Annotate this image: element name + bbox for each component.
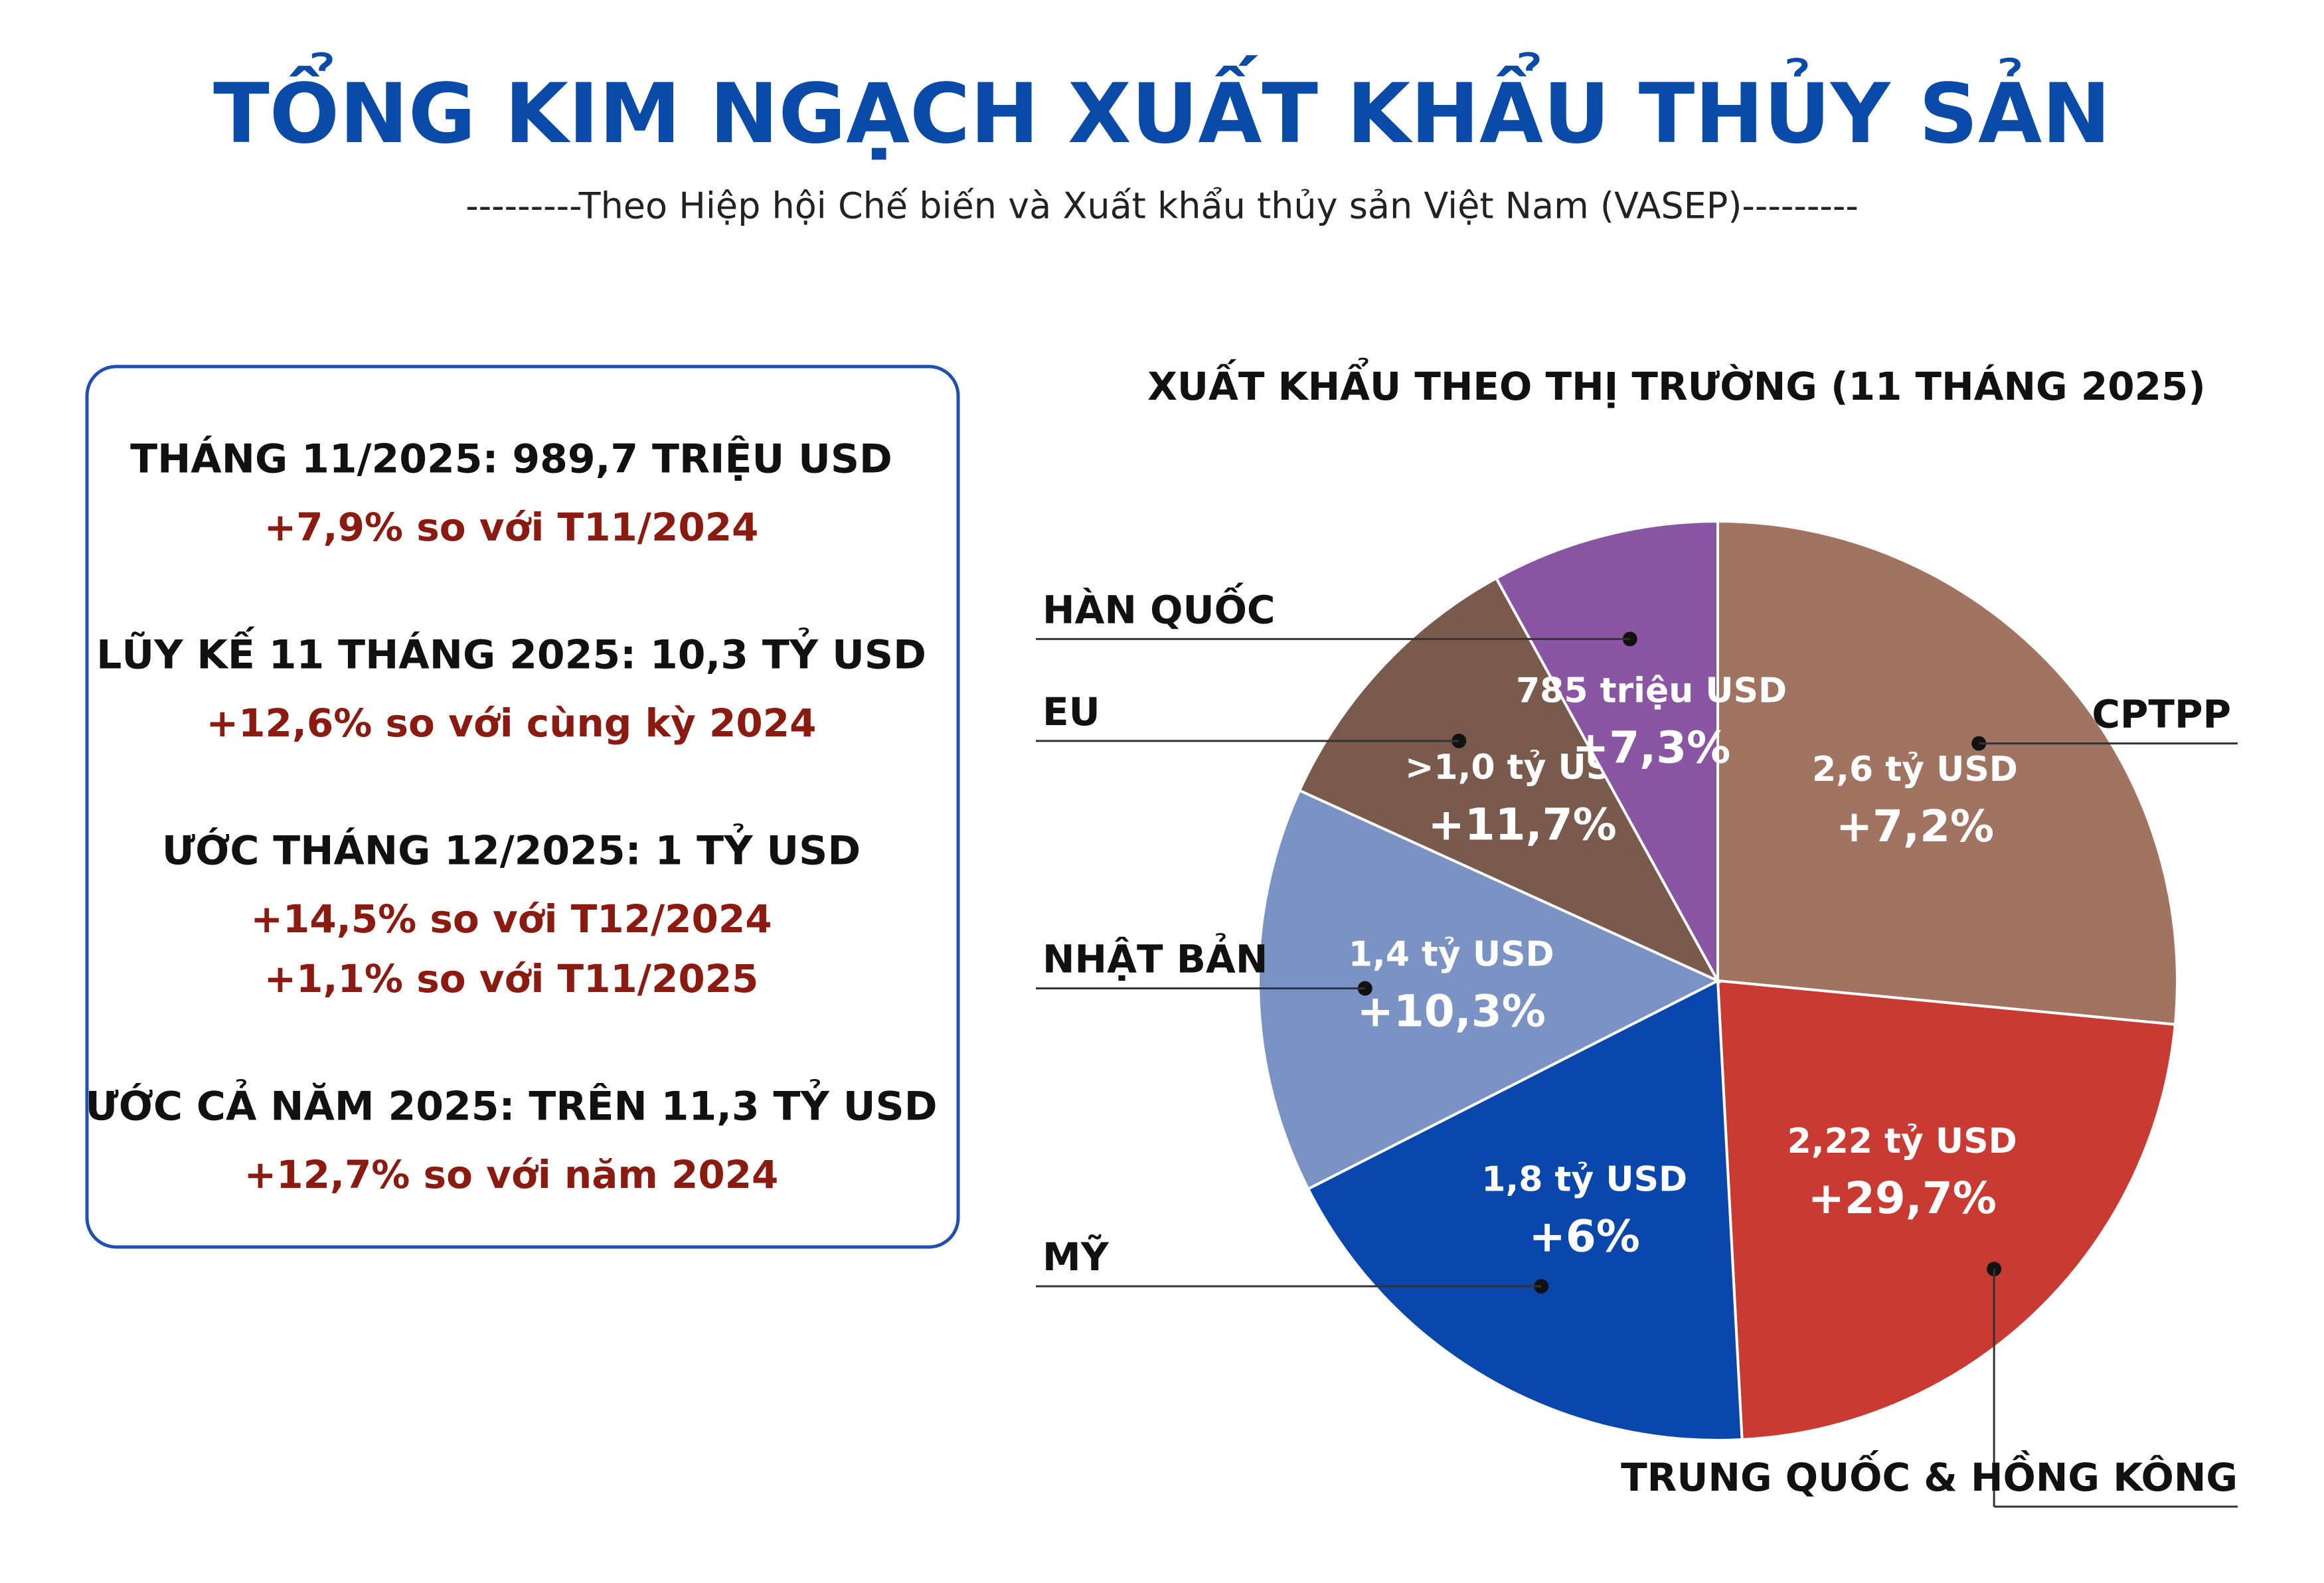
slice-growth-label: +10,3% [1357, 986, 1546, 1037]
pie-slice [1716, 519, 2179, 1027]
slice-growth-label: +6% [1529, 1211, 1640, 1262]
title: TỔNG KIM NGẠCH XUẤT KHẨU THỦY SẢN [213, 51, 2111, 162]
info-line: +7,9% so với T11/2024 [264, 505, 759, 550]
info-heading: THÁNG 11/2025: 989,7 TRIỆU USD [130, 436, 892, 483]
category-label: CPTPP [2092, 692, 2231, 737]
category-label: MỸ [1042, 1234, 1110, 1280]
info-heading: ƯỚC CẢ NĂM 2025: TRÊN 11,3 TỶ USD [85, 1078, 937, 1130]
info-box [85, 365, 960, 1249]
pie-slice [1297, 576, 1721, 984]
slice-growth-label: +7,3% [1572, 722, 1730, 773]
slice-value-label: 1,4 tỷ USD [1349, 935, 1554, 975]
slice-growth-label: +29,7% [1808, 1173, 1997, 1224]
category-label: TRUNG QUỐC & HỒNG KÔNG [1621, 1450, 2238, 1500]
pie-slice [1494, 519, 1719, 981]
info-heading: ƯỚC THÁNG 12/2025: 1 TỶ USD [162, 823, 861, 875]
slice-growth-label: +7,2% [1836, 801, 1994, 852]
category-label: EU [1042, 689, 1100, 734]
pie-slice [1716, 979, 2177, 1442]
subtitle: ---------Theo Hiệp hội Chế biến và Xuất … [465, 185, 1859, 227]
slice-value-label: 2,6 tỷ USD [1812, 750, 2018, 790]
pie-slice [1257, 788, 1721, 1191]
pie-slice [1306, 978, 1744, 1442]
info-line: +1,1% so với T11/2025 [264, 956, 759, 1001]
info-line: +14,5% so với T12/2024 [250, 896, 772, 942]
slice-value-label: 2,22 tỷ USD [1787, 1122, 2017, 1161]
slice-value-label: 785 triệu USD [1516, 671, 1787, 710]
info-line: +12,6% so với cùng kỳ 2024 [207, 701, 817, 746]
info-line: +12,7% so với năm 2024 [244, 1152, 779, 1197]
info-heading: LŨY KẾ 11 THÁNG 2025: 10,3 TỶ USD [96, 626, 926, 679]
category-label: HÀN QUỐC [1042, 582, 1275, 632]
category-label: NHẬT BẢN [1042, 932, 1268, 982]
slice-value-label: 1,8 tỷ USD [1481, 1160, 1687, 1200]
slice-growth-label: +11,7% [1428, 799, 1616, 850]
chart-title: XUẤT KHẨU THEO THỊ TRƯỜNG (11 THÁNG 2025… [1147, 357, 2206, 409]
